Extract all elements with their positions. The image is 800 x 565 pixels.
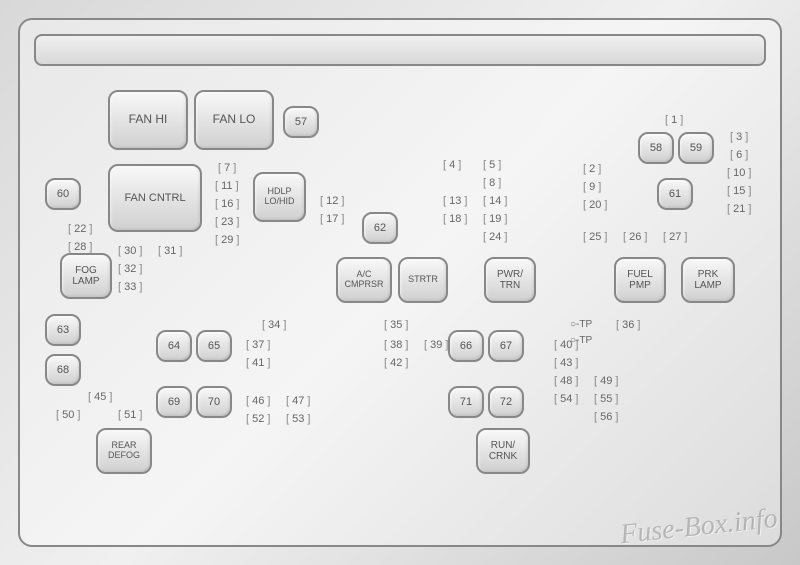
relay-r58: 58 xyxy=(638,132,674,164)
fuse-14: 14 xyxy=(483,196,508,207)
fuse-39: 39 xyxy=(424,340,449,351)
header-bar xyxy=(34,34,766,66)
relay-pwr-trn: PWR/TRN xyxy=(484,257,536,303)
fuse-37: 37 xyxy=(246,340,271,351)
fuse-15: 15 xyxy=(727,186,752,197)
fuse-35: 35 xyxy=(384,320,409,331)
fuse-42: 42 xyxy=(384,358,409,369)
fuse-23: 23 xyxy=(215,217,240,228)
relay-r70: 70 xyxy=(196,386,232,418)
relay-fuel-pmp: FUELPMP xyxy=(614,257,666,303)
relay-strtr: STRTR xyxy=(398,257,448,303)
relay-r61: 61 xyxy=(657,178,693,210)
fuse-17: 17 xyxy=(320,214,345,225)
fuse-28: 28 xyxy=(68,242,93,253)
relay-r71: 71 xyxy=(448,386,484,418)
relay-r68: 68 xyxy=(45,354,81,386)
fuse-36: 36 xyxy=(616,320,641,331)
fuse-54: 54 xyxy=(554,394,579,405)
relay-r72: 72 xyxy=(488,386,524,418)
relay-r63: 63 xyxy=(45,314,81,346)
fuse-34: 34 xyxy=(262,320,287,331)
fuse-52: 52 xyxy=(246,414,271,425)
fuse-26: 26 xyxy=(623,232,648,243)
fuse-50: 50 xyxy=(56,410,81,421)
fuse-4: 4 xyxy=(443,160,461,171)
fuse-30: 30 xyxy=(118,246,143,257)
fuse-2: 2 xyxy=(583,164,601,175)
fuse-19: 19 xyxy=(483,214,508,225)
fuse-27: 27 xyxy=(663,232,688,243)
relay-fan-cntrl: FAN CNTRL xyxy=(108,164,202,232)
relay-r59: 59 xyxy=(678,132,714,164)
fuse-48: 48 xyxy=(554,376,579,387)
fuse-47: 47 xyxy=(286,396,311,407)
relay-r60: 60 xyxy=(45,178,81,210)
fuse-55: 55 xyxy=(594,394,619,405)
fuse-9: 9 xyxy=(583,182,601,193)
relay-fog-lamp: FOGLAMP xyxy=(60,253,112,299)
relay-ac-cmprsr: A/CCMPRSR xyxy=(336,257,392,303)
tp-marker-0: ○-TP xyxy=(570,319,592,330)
fuse-32: 32 xyxy=(118,264,143,275)
fuse-6: 6 xyxy=(730,150,748,161)
fuse-38: 38 xyxy=(384,340,409,351)
fuse-41: 41 xyxy=(246,358,271,369)
fuse-5: 5 xyxy=(483,160,501,171)
fuse-22: 22 xyxy=(68,224,93,235)
fuse-10: 10 xyxy=(727,168,752,179)
fuse-21: 21 xyxy=(727,204,752,215)
relay-r64: 64 xyxy=(156,330,192,362)
fuse-1: 1 xyxy=(665,115,683,126)
relay-r62: 62 xyxy=(362,212,398,244)
fuse-56: 56 xyxy=(594,412,619,423)
relay-r65: 65 xyxy=(196,330,232,362)
fuse-3: 3 xyxy=(730,132,748,143)
fuse-20: 20 xyxy=(583,200,608,211)
fuse-18: 18 xyxy=(443,214,468,225)
relay-run-crnk: RUN/CRNK xyxy=(476,428,530,474)
fuse-53: 53 xyxy=(286,414,311,425)
fuse-49: 49 xyxy=(594,376,619,387)
fuse-box-diagram: FAN HIFAN LO5760FAN CNTRLHDLPLO/HIDFOGLA… xyxy=(0,0,800,565)
fuse-29: 29 xyxy=(215,235,240,246)
tp-marker-1: ○-TP xyxy=(570,335,592,346)
fuse-43: 43 xyxy=(554,358,579,369)
fuse-51: 51 xyxy=(118,410,143,421)
fuse-16: 16 xyxy=(215,199,240,210)
relay-fan-lo: FAN LO xyxy=(194,90,274,150)
fuse-12: 12 xyxy=(320,196,345,207)
fuse-11: 11 xyxy=(215,181,239,192)
fuse-8: 8 xyxy=(483,178,501,189)
fuse-25: 25 xyxy=(583,232,608,243)
fuse-24: 24 xyxy=(483,232,508,243)
relay-rear-defog: REARDEFOG xyxy=(96,428,152,474)
fuse-7: 7 xyxy=(218,163,236,174)
relay-fan-hi: FAN HI xyxy=(108,90,188,150)
fuse-33: 33 xyxy=(118,282,143,293)
relay-hdlp: HDLPLO/HID xyxy=(253,172,306,222)
fuse-45: 45 xyxy=(88,392,113,403)
relay-r57: 57 xyxy=(283,106,319,138)
relay-prk-lamp: PRKLAMP xyxy=(681,257,735,303)
relay-r69: 69 xyxy=(156,386,192,418)
fuse-46: 46 xyxy=(246,396,271,407)
relay-r67: 67 xyxy=(488,330,524,362)
fuse-31: 31 xyxy=(158,246,183,257)
fuse-13: 13 xyxy=(443,196,468,207)
relay-r66: 66 xyxy=(448,330,484,362)
